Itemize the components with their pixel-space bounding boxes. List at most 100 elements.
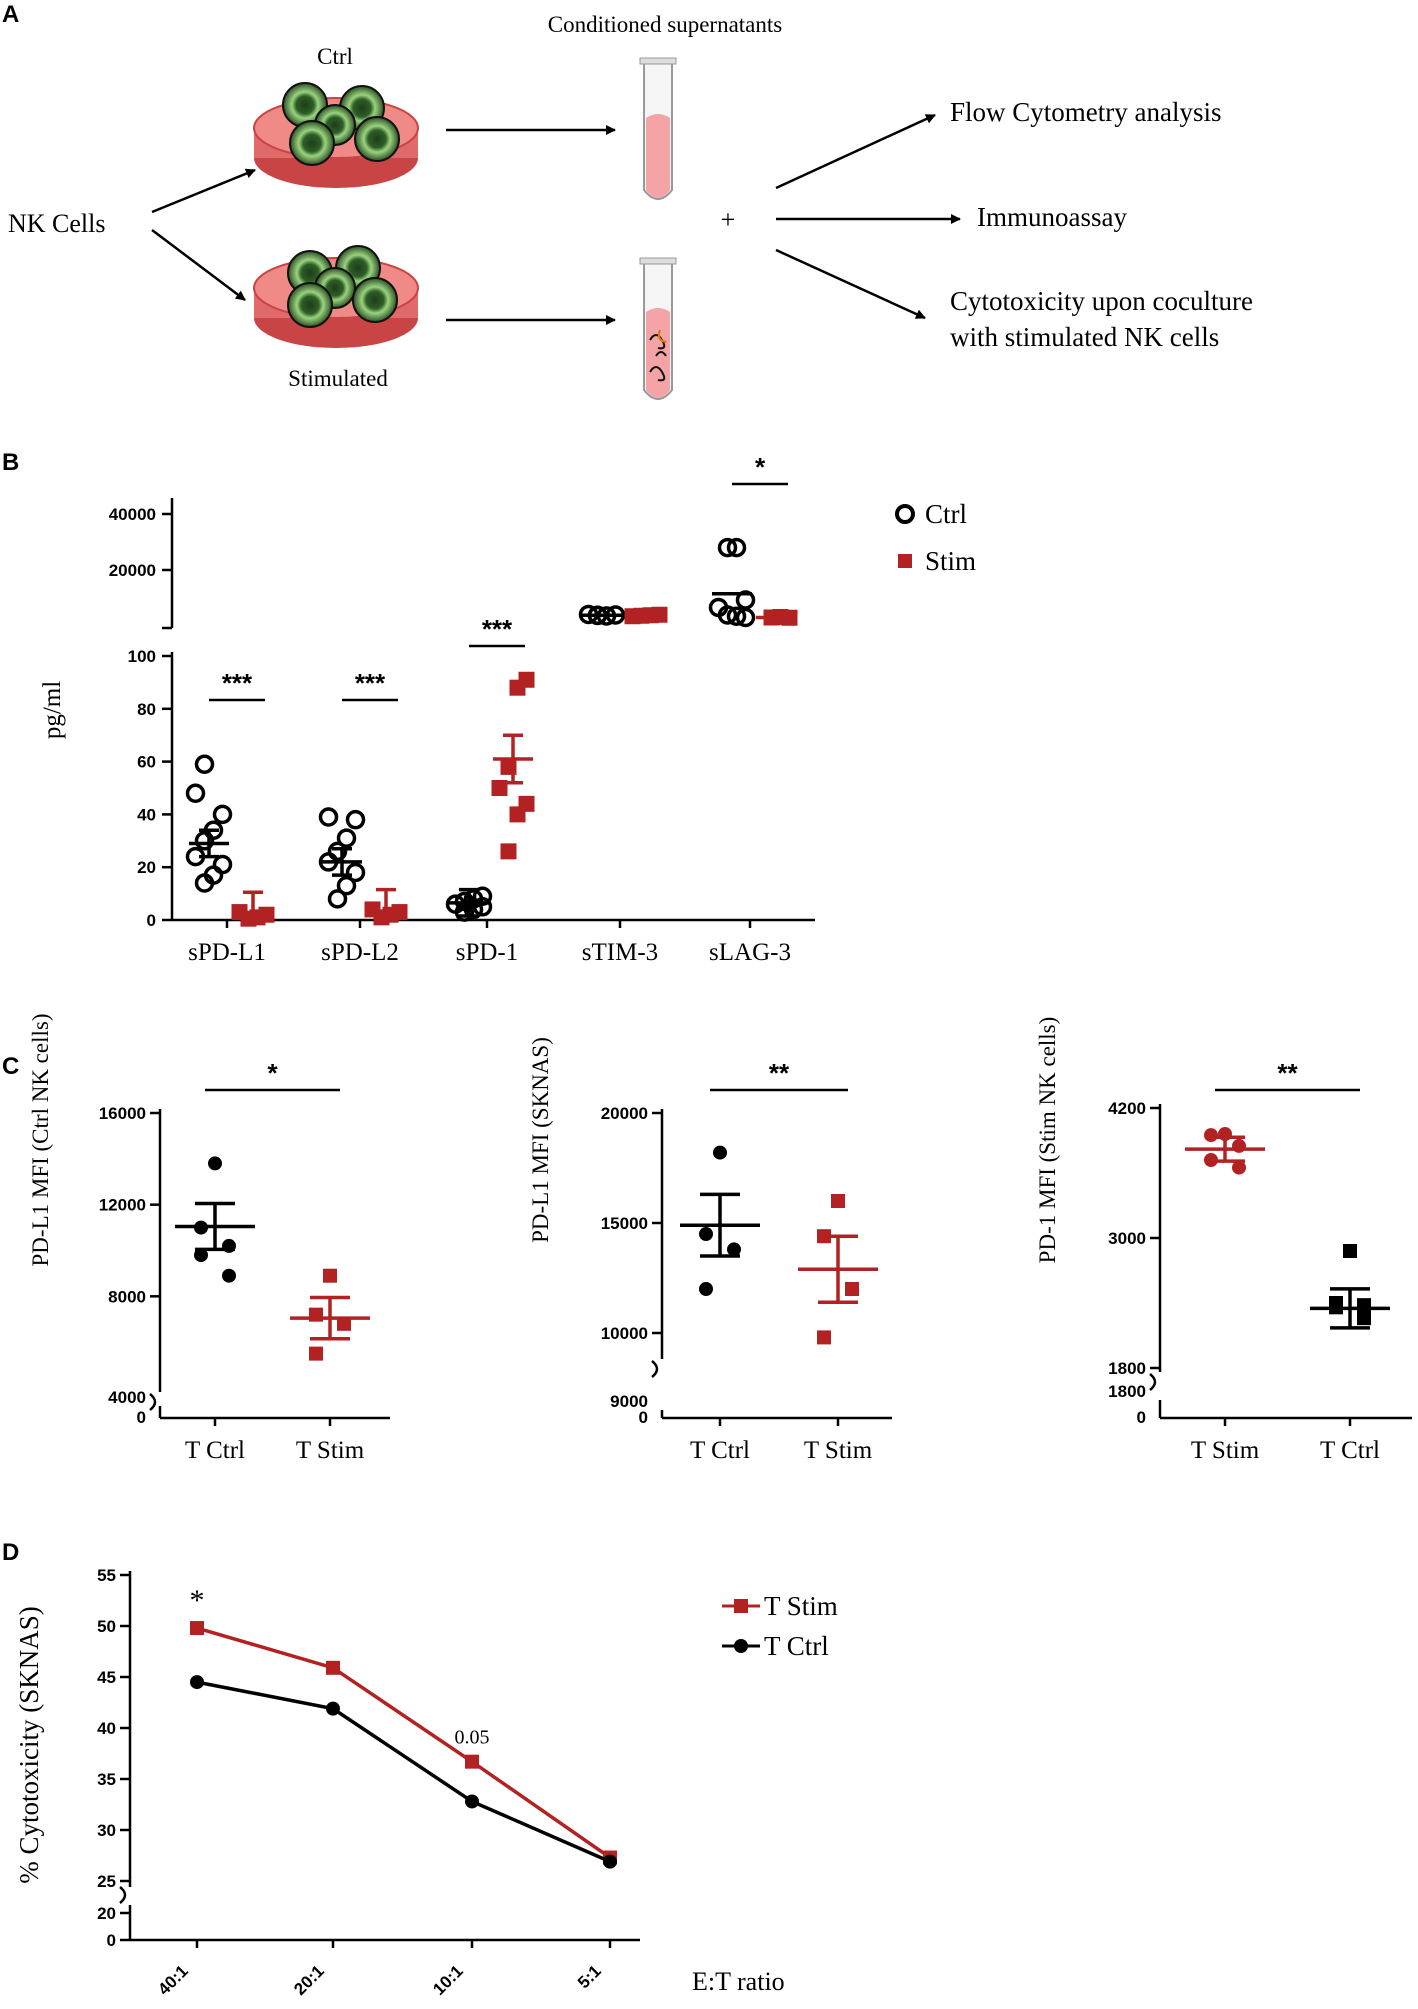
- output-cytotox-1: Cytotoxicity upon coculture: [950, 286, 1253, 316]
- b-category-sPD-L2: sPD-L2: [321, 939, 399, 966]
- panel-b: B pg/ml 0 20 40 60 80 100 20000 40000 sPD-L1 sPD-…: [2, 449, 976, 966]
- d-ytick-label-3: 30: [97, 1821, 116, 1840]
- c3-category-1: T Ctrl: [1320, 1437, 1380, 1464]
- c1-category-0: T Ctrl: [185, 1437, 245, 1464]
- b-ctrl-point-8: [194, 754, 215, 774]
- b-significance-1-label: ***: [355, 668, 386, 698]
- c2-1-point-0: [831, 1194, 845, 1208]
- b-ytick-label-20: 20: [137, 858, 156, 877]
- c2-1-point-2: [845, 1282, 859, 1296]
- c1-ytick-label-0: 8000: [108, 1287, 146, 1306]
- b-ctrl-upper-point-6: [726, 537, 747, 558]
- b-ctrl-point-7: [185, 783, 206, 804]
- panel-d-plot: 0 20 25 30 35 40 45 50 55 40:1 20:1 10:1 5:1 * 0.05: [97, 1566, 640, 1999]
- c3-ylabel: PD-1 MFI (Stim NK cells): [1035, 1017, 1060, 1264]
- legend-tctrl-marker: [734, 1639, 748, 1653]
- d-ytick-label-6: 45: [97, 1668, 116, 1687]
- d-ytick-label-0: 0: [107, 1931, 116, 1950]
- d-annotation-1: 0.05: [455, 1727, 490, 1749]
- panel-b-ylabel: pg/ml: [39, 681, 66, 739]
- d-t-ctrl-point-2: [465, 1794, 479, 1809]
- d-line-t-stim: [196, 1626, 611, 1859]
- panel-d-ylabel: % Cytotoxicity (SKNAS): [14, 1606, 44, 1884]
- d-category-3: 5:1: [574, 1961, 605, 1992]
- legend-tstim-marker: [734, 1599, 748, 1613]
- arrow-to-stim: [151, 229, 246, 301]
- panel-b-plot: 0 20 40 60 80 100 20000 40000 sPD-L1 sPD-L2 sPD-1 s…: [109, 452, 815, 966]
- arrow-flow: [775, 113, 936, 190]
- c1-significance-label: *: [267, 1058, 278, 1088]
- c1-0-point-4: [222, 1268, 236, 1283]
- c3-ytick-label-0: 1800: [1108, 1359, 1146, 1378]
- d-category-1: 20:1: [290, 1961, 327, 1998]
- b-ytick-label-40: 40: [137, 805, 156, 824]
- d-ytick-label-2: 25: [97, 1872, 116, 1891]
- legend-stim-marker: [898, 554, 912, 568]
- d-category-2: 10:1: [429, 1961, 466, 1998]
- arrow-cytotox: [775, 248, 926, 320]
- c3-axis-break: [1149, 1373, 1157, 1391]
- panel-a-label: A: [2, 1, 19, 28]
- panel-c: C PD-L1 MFI (Ctrl NK cells) PD-L1 MFI (S…: [2, 1014, 1412, 1464]
- ctrl-dish-label: Ctrl: [317, 44, 353, 69]
- c2-ytick-label-0: 10000: [601, 1324, 648, 1343]
- d-ytick-label-1: 20: [97, 1904, 116, 1923]
- d-t-ctrl-point-3: [603, 1854, 617, 1869]
- d-ytick-label-8: 55: [97, 1566, 116, 1585]
- output-cytotox-2: with stimulated NK cells: [950, 322, 1219, 352]
- c1-category-1: T Stim: [296, 1437, 365, 1464]
- d-ytick-label-7: 50: [97, 1617, 116, 1636]
- legend-stim-label: Stim: [925, 546, 976, 576]
- c3-0-point-4: [1232, 1160, 1246, 1175]
- legend-ctrl-marker: [895, 504, 915, 524]
- d-t-stim-point-0: [190, 1621, 204, 1636]
- b-category-sLAG-3: sLAG-3: [709, 939, 791, 966]
- panel-d-xlabel: E:T ratio: [692, 1967, 785, 1996]
- panel-b-label: B: [2, 449, 19, 476]
- c2-category-1: T Stim: [804, 1437, 873, 1464]
- b-ctrl-point-16: [318, 807, 339, 827]
- c3-0-point-1: [1204, 1128, 1218, 1143]
- d-ytick-label-4: 35: [97, 1770, 116, 1789]
- c2-category-0: T Ctrl: [690, 1437, 750, 1464]
- c1-ytick-zero: 0: [137, 1408, 146, 1427]
- b-ytick-label-80: 80: [137, 700, 156, 719]
- d-axis-break: [119, 1886, 127, 1904]
- d-t-ctrl-point-0: [190, 1675, 204, 1690]
- panel-b-legend: Ctrl Stim: [895, 499, 976, 576]
- c1-ytick-break: 4000: [108, 1388, 146, 1407]
- c2-axis-break: [651, 1360, 659, 1378]
- d-ytick-label-5: 40: [97, 1719, 116, 1738]
- b-ctrl-point-9: [327, 889, 348, 909]
- c1-ytick-label-2: 16000: [99, 1104, 146, 1123]
- b-ctrl-point-2: [212, 854, 233, 875]
- c3-ytick-label-2: 4200: [1108, 1099, 1146, 1118]
- c3-ytick-label-1: 3000: [1108, 1229, 1146, 1248]
- panel-a: A Conditioned supernatants Ctrl Stimulat…: [2, 1, 1253, 400]
- b-ytick-label-100: 100: [128, 647, 156, 666]
- plus-sign: +: [721, 205, 736, 234]
- c2-0-point-2: [727, 1242, 741, 1257]
- petri-dish-stim: [253, 245, 419, 348]
- b-upper-ytick-label-20000: 20000: [109, 561, 156, 580]
- c1-ytick-label-1: 12000: [99, 1196, 146, 1215]
- b-ytick-label-0: 0: [147, 911, 156, 930]
- b-upper-ytick-label-40000: 40000: [109, 505, 156, 524]
- tube-stim: [639, 257, 677, 400]
- c1-0-point-0: [208, 1156, 222, 1171]
- c2-0-point-0: [713, 1145, 727, 1160]
- d-annotation-0: *: [190, 1584, 205, 1617]
- b-stim-point-10: [518, 795, 535, 812]
- b-ctrl-point-10: [336, 875, 357, 896]
- tube-ctrl: [639, 57, 677, 200]
- panel-c-label: C: [2, 1053, 19, 1080]
- b-ctrl-point-13: [327, 841, 348, 862]
- output-flow: Flow Cytometry analysis: [950, 97, 1222, 127]
- c2-1-point-3: [817, 1330, 831, 1345]
- panel-d: D % Cytotoxicity (SKNAS) E:T ratio 0 20 25…: [2, 1539, 838, 1999]
- c3-category-0: T Stim: [1191, 1437, 1260, 1464]
- c3-ytick-zero: 0: [1137, 1408, 1146, 1427]
- b-stim-point-8: [500, 843, 517, 860]
